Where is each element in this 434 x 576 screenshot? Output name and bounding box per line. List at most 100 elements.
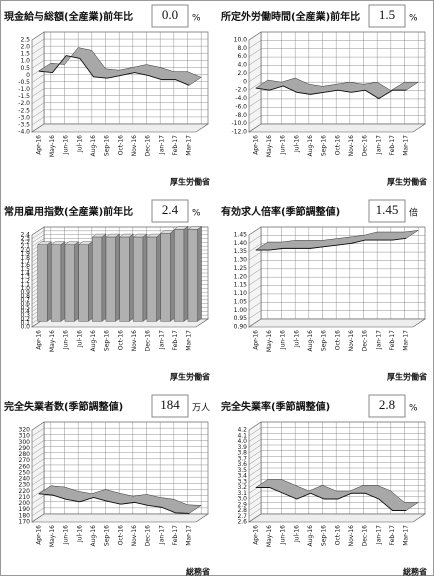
bar	[133, 236, 144, 322]
bar	[78, 244, 89, 322]
grid-line	[248, 433, 425, 442]
y-tick-label: 170	[19, 519, 31, 526]
bar-side	[88, 241, 93, 322]
grid-line	[248, 508, 425, 517]
x-tick-label: Nov-16	[348, 135, 355, 157]
grid-line	[31, 427, 208, 437]
y-tick-label: 0.6	[20, 301, 30, 308]
x-tick-label: Jul-16	[76, 330, 83, 348]
y-tick-label: 0.9	[20, 289, 30, 296]
grid-line	[248, 502, 425, 511]
latest-value: 0.0	[162, 7, 178, 22]
grid-line	[248, 467, 425, 477]
y-tick-label: 0	[26, 72, 30, 79]
grid-line	[248, 456, 425, 465]
y-tick-label: 0.5	[20, 304, 30, 311]
grid-line	[248, 81, 425, 91]
y-tick-label: 250	[19, 469, 31, 476]
x-tick-label: Mar-17	[186, 330, 193, 351]
grid-line	[248, 513, 425, 523]
grid-line	[248, 260, 425, 269]
x-tick-label: Feb-17	[172, 330, 179, 351]
y-tick-label: 4.0	[237, 438, 247, 445]
grid-line	[248, 293, 425, 303]
grid-line	[248, 439, 425, 448]
x-tick-label: Dec-16	[362, 330, 369, 352]
y-tick-label: 3.4	[237, 473, 247, 480]
latest-value: 1.5	[379, 7, 395, 22]
bar	[92, 236, 103, 322]
y-tick-label: 3.0	[237, 496, 247, 503]
grid-line	[248, 276, 425, 286]
y-tick-label: 2.9	[237, 501, 247, 508]
y-tick-label: 0.5	[20, 65, 30, 72]
x-tick-label: Mar-17	[186, 135, 193, 156]
y-tick-label: 0.95	[234, 315, 248, 322]
grid-line	[248, 243, 425, 252]
grid-line	[31, 421, 208, 431]
x-tick-label: Oct-16	[117, 135, 124, 155]
x-tick-label: Jun-16	[63, 525, 70, 545]
y-tick-label: 0.8	[20, 293, 30, 300]
y-tick-label: 1.0	[20, 58, 30, 65]
grid-line	[248, 318, 425, 328]
value-box	[151, 394, 189, 418]
grid-line	[248, 65, 425, 74]
grid-line	[248, 115, 425, 124]
y-tick-label: 290	[19, 445, 31, 452]
y-tick-label: 210	[19, 494, 31, 501]
x-tick-label: Aug-16	[90, 135, 97, 157]
y-tick-label: 3.1	[237, 490, 247, 497]
x-tick-label: Apr-16	[252, 525, 259, 545]
grid-line	[31, 470, 208, 480]
grid-line	[248, 444, 425, 454]
y-tick-label: 1.25	[234, 265, 248, 272]
source: 厚生労働省	[387, 177, 427, 187]
y-tick-label: -2.0	[18, 100, 30, 107]
line	[38, 55, 190, 86]
x-tick-label: Feb-17	[172, 135, 179, 156]
y-tick-label: 1.45	[234, 232, 248, 239]
grid-line	[31, 88, 208, 97]
latest-value: 184	[160, 397, 180, 412]
y-tick-label: 0.4	[20, 308, 30, 315]
grid-line	[31, 483, 208, 492]
y-tick-label: 0.3	[20, 312, 30, 319]
x-tick-label: Nov-16	[131, 525, 138, 547]
x-tick-label: Jun-16	[63, 330, 70, 350]
x-tick-label: Nov-16	[131, 330, 138, 352]
grid-line	[248, 107, 425, 116]
x-tick-label: Apr-16	[252, 135, 259, 155]
y-tick-label: -10.0	[231, 120, 247, 127]
value-box	[368, 394, 406, 418]
x-tick-label: May-16	[266, 525, 273, 547]
source: 厚生労働省	[387, 372, 427, 382]
left-wall	[31, 31, 45, 133]
y-tick-label: -1.5	[18, 93, 30, 100]
y-tick-label: 2.0	[20, 247, 30, 254]
x-tick-label: Nov-16	[348, 525, 355, 547]
grid-line	[248, 268, 425, 277]
y-tick-label: 3.8	[237, 450, 247, 457]
x-tick-label: Feb-17	[172, 525, 179, 546]
bar-side	[183, 225, 189, 322]
x-tick-label: May-16	[266, 135, 273, 157]
y-tick-label: 0.2	[20, 316, 30, 323]
x-tick-label: Mar-17	[403, 330, 410, 351]
x-tick-label: Feb-17	[389, 135, 396, 156]
bar-side	[156, 233, 161, 322]
x-tick-label: Apr-16	[252, 330, 259, 350]
grid-line	[248, 40, 425, 49]
x-tick-label: Sep-16	[104, 525, 111, 546]
bar-side	[60, 241, 66, 322]
y-tick-label: 1.9	[20, 251, 30, 258]
unit: 倍	[409, 207, 418, 219]
bar	[119, 236, 130, 322]
x-tick-label: Dec-16	[145, 330, 152, 352]
grid-line	[31, 464, 208, 474]
grid-line	[31, 60, 208, 69]
bar-side	[170, 229, 175, 322]
y-tick-label: 3.3	[237, 478, 247, 485]
grid-line	[31, 440, 208, 449]
x-tick-label: Jan-17	[375, 330, 382, 350]
